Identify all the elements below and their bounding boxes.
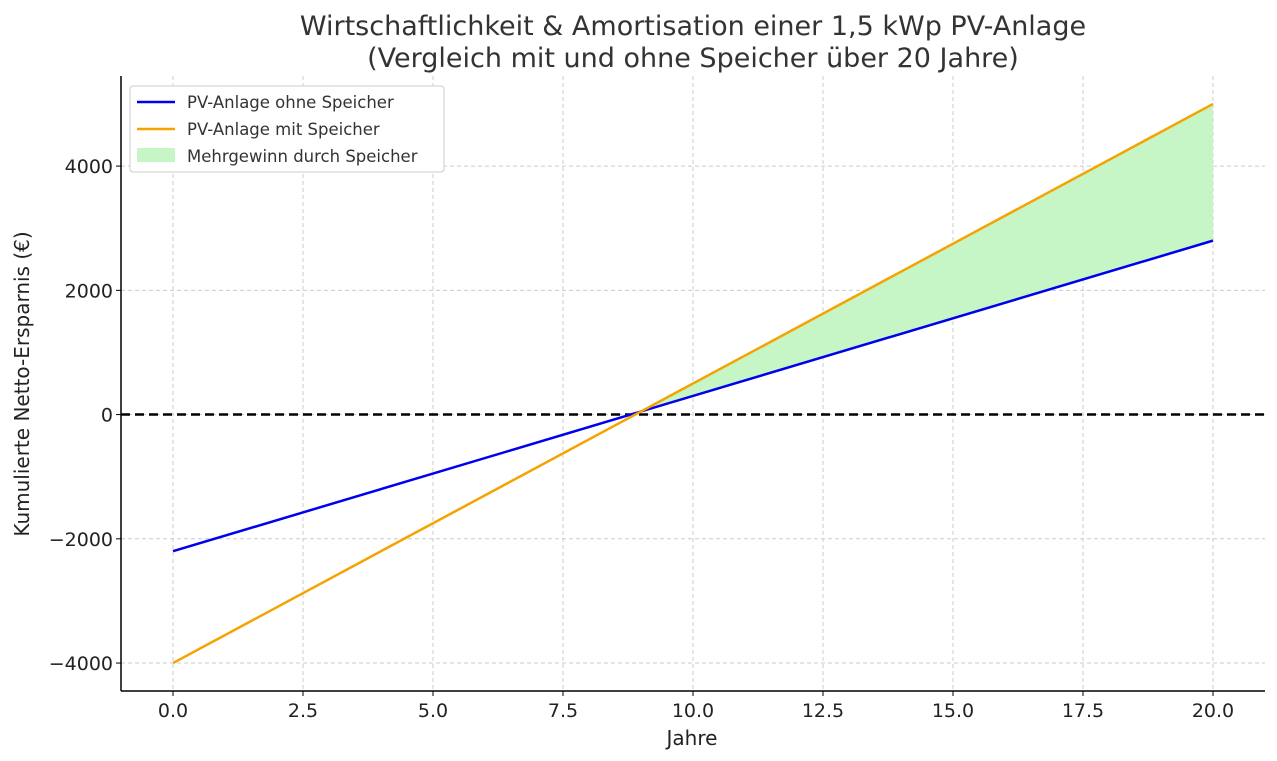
x-tick-label: 10.0 xyxy=(672,700,714,722)
x-tick-label: 12.5 xyxy=(802,700,844,722)
y-tick-label: −2000 xyxy=(49,529,113,551)
legend: PV-Anlage ohne Speicher PV-Anlage mit Sp… xyxy=(129,85,445,173)
legend-label-mit-speicher: PV-Anlage mit Speicher xyxy=(187,120,380,139)
x-tick-label: 2.5 xyxy=(288,700,318,722)
y-axis-label: Kumulierte Netto-Ersparnis (€) xyxy=(10,231,34,536)
series-lines xyxy=(172,102,1214,665)
y-axis-ticks: −4000 −2000 0 2000 4000 xyxy=(49,156,121,675)
series-line-1 xyxy=(172,102,1214,665)
y-tick-label: −4000 xyxy=(49,653,113,675)
x-axis-label: Jahre xyxy=(665,726,718,750)
legend-label-mehrgewinn: Mehrgewinn durch Speicher xyxy=(187,147,418,166)
y-tick-label: 4000 xyxy=(65,156,113,178)
x-tick-label: 0.0 xyxy=(158,700,188,722)
x-axis-ticks: 0.0 2.5 5.0 7.5 10.0 12.5 15.0 17.5 20.0 xyxy=(158,691,1234,722)
x-tick-label: 5.0 xyxy=(418,700,448,722)
y-tick-label: 2000 xyxy=(65,280,113,302)
x-tick-label: 20.0 xyxy=(1192,700,1234,722)
y-tick-label: 0 xyxy=(101,405,113,427)
legend-label-ohne-speicher: PV-Anlage ohne Speicher xyxy=(187,93,394,112)
chart-title-line-1: Wirtschaftlichkeit & Amortisation einer … xyxy=(300,11,1086,42)
x-tick-label: 7.5 xyxy=(548,700,578,722)
legend-swatch-mehrgewinn xyxy=(137,148,175,162)
x-tick-label: 15.0 xyxy=(932,700,974,722)
chart-title-line-2: (Vergleich mit und ohne Speicher über 20… xyxy=(367,43,1019,74)
legend-box xyxy=(129,85,445,173)
series-line-0 xyxy=(172,239,1214,553)
chart-title: Wirtschaftlichkeit & Amortisation einer … xyxy=(300,11,1086,74)
x-tick-label: 17.5 xyxy=(1062,700,1104,722)
